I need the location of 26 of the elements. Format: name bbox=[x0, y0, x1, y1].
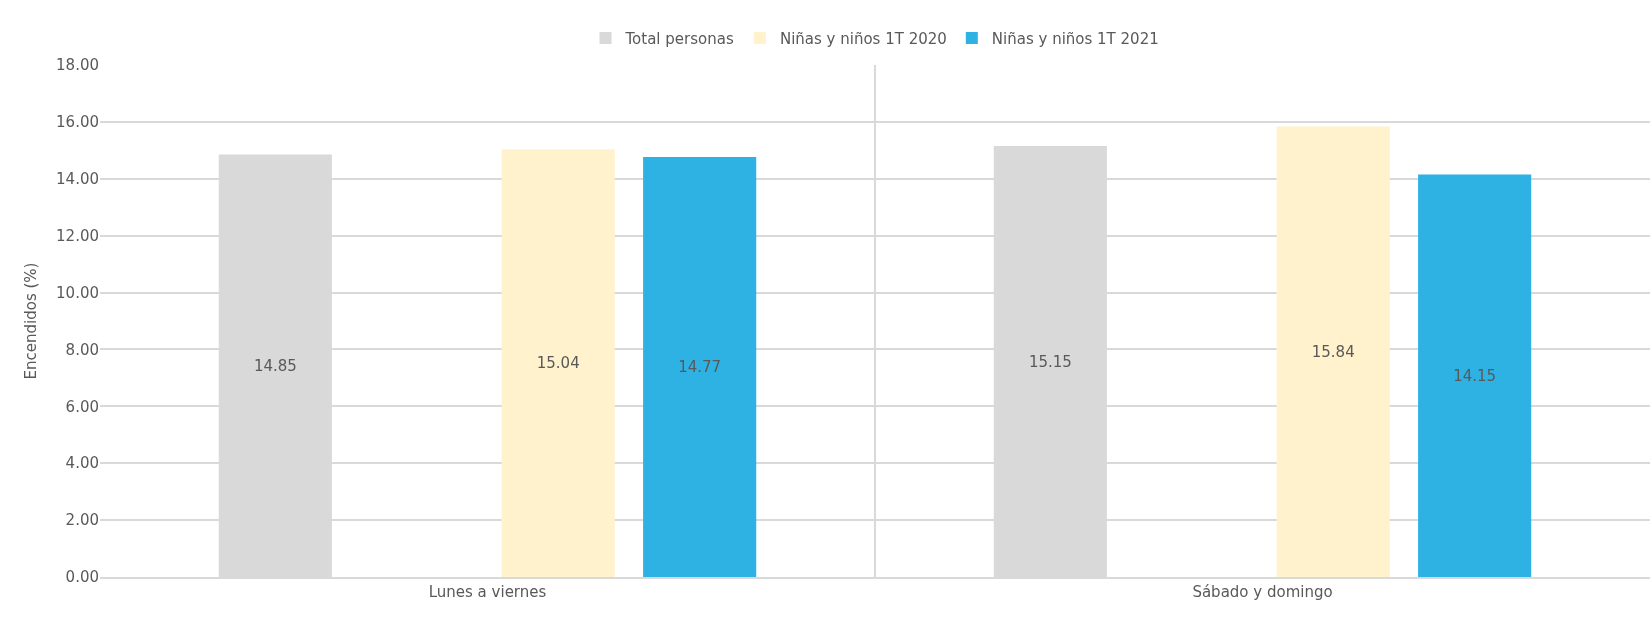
legend-label: Niñas y niños 1T 2020 bbox=[779, 29, 947, 48]
legend-label: Total personas bbox=[624, 29, 734, 48]
y-tick-label: 2.00 bbox=[65, 511, 99, 530]
y-tick-label: 16.00 bbox=[56, 113, 99, 132]
y-axis-title: Encendidos (%) bbox=[22, 262, 41, 380]
y-tick-label: 10.00 bbox=[56, 283, 99, 302]
y-tick-label: 14.00 bbox=[56, 170, 99, 189]
data-label: 14.15 bbox=[1453, 366, 1497, 385]
x-tick-label: Sábado y domingo bbox=[1192, 582, 1333, 601]
data-label: 14.77 bbox=[678, 357, 722, 376]
bar bbox=[501, 149, 615, 577]
y-tick-label: 4.00 bbox=[65, 454, 99, 473]
data-label: 15.15 bbox=[1028, 352, 1072, 371]
y-tick-label: 0.00 bbox=[65, 568, 99, 587]
bar bbox=[1418, 174, 1532, 577]
data-label: 15.84 bbox=[1311, 342, 1355, 361]
legend-label: Niñas y niños 1T 2021 bbox=[991, 29, 1159, 48]
data-label: 15.04 bbox=[536, 354, 580, 373]
data-label: 14.85 bbox=[253, 356, 297, 375]
y-tick-label: 12.00 bbox=[56, 226, 99, 245]
y-tick-label: 18.00 bbox=[56, 56, 99, 75]
y-tick-label: 6.00 bbox=[65, 397, 99, 416]
bar bbox=[1276, 126, 1390, 577]
y-tick-label: 8.00 bbox=[65, 340, 99, 359]
bar bbox=[643, 156, 757, 577]
x-tick-label: Lunes a viernes bbox=[428, 582, 547, 601]
